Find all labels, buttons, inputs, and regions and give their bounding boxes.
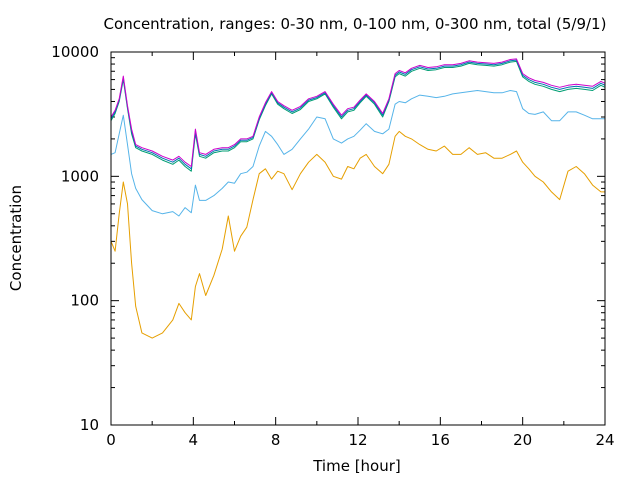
x-tick-label: 8 [271, 431, 281, 449]
series-line-2 [110, 90, 605, 217]
x-tick-label: 20 [513, 431, 532, 449]
y-axis-label: Concentration [7, 185, 25, 291]
x-tick-label: 12 [348, 431, 367, 449]
y-tick-label: 10 [80, 416, 99, 434]
x-tick-label: 24 [595, 431, 614, 449]
series-line-5 [110, 58, 606, 167]
chart-title: Concentration, ranges: 0-30 nm, 0-100 nm… [104, 15, 607, 33]
plot-frame [110, 51, 606, 426]
axis-ticks: 0 4 8 12 16 20 24 10 100 1000 10000 [51, 43, 614, 449]
x-tick-label: 0 [106, 431, 116, 449]
series-line-4 [110, 59, 606, 170]
x-tick-label: 16 [431, 431, 450, 449]
x-axis-label: Time [hour] [312, 457, 401, 475]
series-line-1 [110, 130, 605, 339]
y-tick-label: 100 [70, 292, 99, 310]
y-tick-label: 1000 [61, 167, 99, 185]
y-tick-label: 10000 [51, 43, 99, 61]
series-line-3 [110, 60, 606, 172]
x-tick-label: 4 [189, 431, 199, 449]
series-group [110, 58, 606, 339]
